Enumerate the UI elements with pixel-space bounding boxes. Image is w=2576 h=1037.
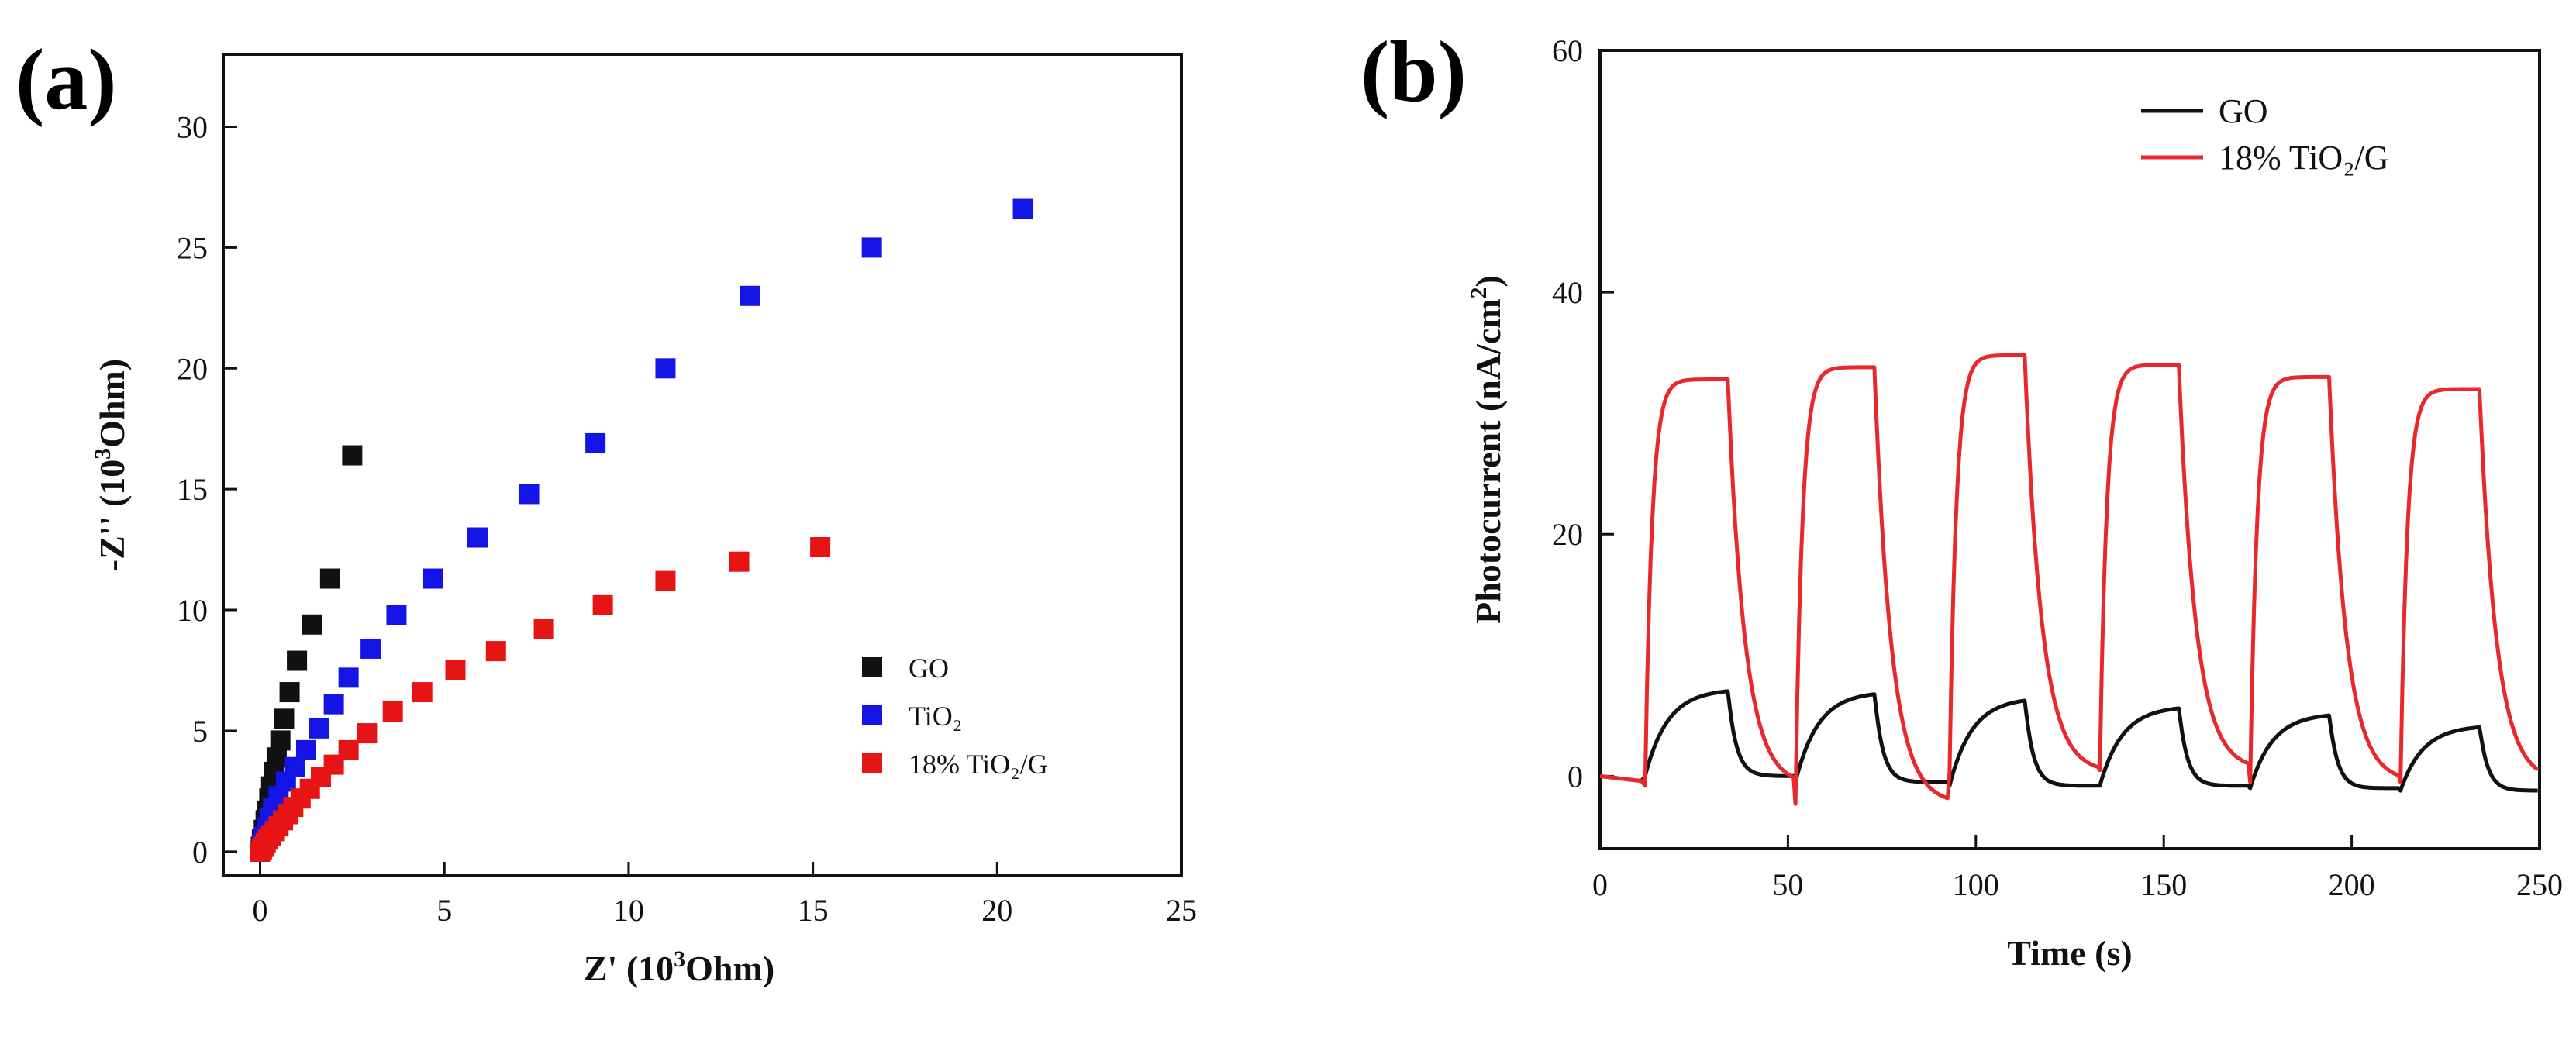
b-x-tick-label: 0 (1592, 867, 1608, 902)
a-point-tio2 (309, 718, 329, 739)
legend-a-label-go: GO (909, 653, 949, 684)
a-point-go (266, 747, 287, 768)
a-point-tio2 (740, 285, 760, 306)
b-x-tick-label: 250 (2516, 867, 2563, 902)
panel-b-x-axis-label: Time (s) (2007, 933, 2132, 973)
panel-a-plot-frame (222, 53, 1183, 877)
a-point-tio2g (533, 619, 554, 639)
a-x-tick-label: 15 (798, 893, 829, 928)
b-series-line-tio2g (1599, 353, 2540, 806)
b-x-tick-label: 200 (2329, 867, 2375, 902)
b-y-tick-label: 60 (1552, 33, 1583, 68)
panel-b-plot-frame (1598, 49, 2541, 850)
a-y-tick-label: 30 (177, 110, 208, 145)
panel-a-ticks: 0 5 10 15 20 25 0 5 10 15 20 25 30 (177, 110, 1197, 928)
a-point-tio2g (655, 570, 676, 591)
b-x-tick-label: 100 (1953, 867, 1999, 902)
a-y-tick-label: 15 (177, 472, 208, 507)
a-y-tick-label: 5 (192, 714, 208, 749)
a-point-go (287, 650, 308, 671)
a-point-tio2g (382, 701, 403, 722)
panel-b-ticks: 0 50 100 150 200 250 0 20 40 60 (1552, 33, 2563, 902)
legend-a-label-tio2: TiO₂ (909, 701, 962, 732)
panel-b-label: (b) (1360, 24, 1467, 120)
a-point-tio2 (323, 694, 344, 715)
a-point-tio2 (861, 237, 882, 258)
panel-a-x-axis-label: Z' (103Ohm) (584, 946, 774, 988)
a-point-tio2g (729, 551, 750, 572)
a-point-tio2 (585, 432, 606, 453)
a-point-tio2 (519, 484, 540, 505)
a-point-tio2 (655, 358, 676, 379)
a-x-tick-label: 25 (1166, 893, 1197, 928)
a-point-tio2g (445, 660, 466, 680)
a-point-go (270, 730, 291, 751)
legend-b-label-go: GO (2219, 92, 2268, 130)
a-point-tio2g (810, 537, 831, 557)
legend-a-marker-tio2g (862, 753, 882, 773)
legend-b-label-tio2g: 18% TiO₂/G (2219, 139, 2389, 177)
panel-a-points (250, 198, 1033, 862)
legend-a-marker-go (862, 657, 882, 677)
a-series-tio2g (250, 537, 831, 862)
b-x-tick-label: 50 (1772, 867, 1803, 902)
a-point-tio2 (386, 605, 407, 625)
a-point-tio2g (338, 739, 359, 760)
a-y-tick-label: 0 (192, 835, 208, 870)
a-point-tio2g (412, 682, 433, 703)
a-point-tio2g (592, 594, 613, 615)
panel-b-y-axis-label: Photocurrent (nA/cm2) (1466, 275, 1508, 624)
a-point-go (279, 682, 300, 703)
panel-b-lines (1599, 353, 2540, 806)
b-y-tick-label: 20 (1552, 517, 1583, 552)
a-point-tio2 (284, 756, 305, 777)
a-point-go (342, 445, 363, 466)
a-y-tick-label: 20 (177, 351, 208, 386)
b-x-tick-label: 150 (2140, 867, 2187, 902)
a-y-tick-label: 25 (177, 230, 208, 265)
panel-a-y-axis-label: -Z'' (103Ohm) (90, 359, 132, 571)
b-y-tick-label: 0 (1567, 759, 1583, 794)
a-point-tio2 (1012, 198, 1033, 219)
a-point-tio2 (295, 739, 316, 760)
legend-a-marker-tio2 (862, 705, 882, 725)
a-point-tio2 (338, 667, 359, 688)
a-point-tio2 (422, 568, 443, 589)
panel-a-label: (a) (16, 32, 117, 128)
a-x-tick-label: 0 (253, 893, 268, 928)
a-x-tick-label: 5 (436, 893, 452, 928)
a-point-go (302, 614, 322, 635)
a-x-tick-label: 20 (981, 893, 1012, 928)
panel-b-chart: (b) 0 50 100 150 200 250 0 20 40 60 Time (s) Phot… (1360, 24, 2563, 973)
a-point-go (274, 708, 295, 729)
legend-a-label-tio2g: 18% TiO₂/G (909, 749, 1048, 780)
panel-a-chart: (a) 0 5 10 15 20 25 0 5 10 15 20 25 30 Z' (103Ohm) -… (16, 32, 1197, 988)
panel-b-legend: GO 18% TiO₂/G (2141, 92, 2389, 177)
a-series-tio2 (250, 198, 1033, 862)
a-point-tio2 (467, 527, 488, 548)
a-point-go (319, 568, 340, 589)
a-point-tio2 (360, 638, 381, 659)
a-x-tick-label: 10 (613, 893, 644, 928)
panel-a-legend: GO TiO₂ 18% TiO₂/G (862, 653, 1048, 780)
a-y-tick-label: 10 (177, 593, 208, 628)
b-y-tick-label: 40 (1552, 275, 1583, 310)
a-point-tio2g (357, 723, 378, 744)
a-point-tio2g (485, 641, 506, 662)
